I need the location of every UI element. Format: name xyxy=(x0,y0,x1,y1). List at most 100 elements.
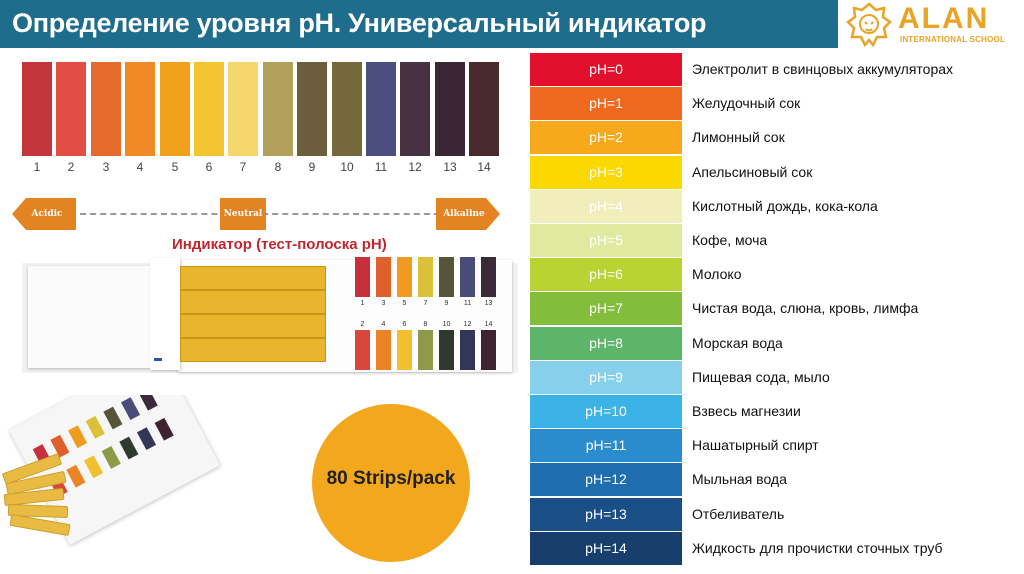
logo-wordmark: ALAN xyxy=(898,2,990,35)
chip-label: 1 xyxy=(33,160,41,174)
booklet-chip-label: 3 xyxy=(381,300,386,307)
chip-label: 14 xyxy=(477,160,491,174)
booklet-color-chip xyxy=(376,257,391,297)
school-logo: ALAN INTERNATIONAL SCHOOL xyxy=(842,2,1022,50)
color-chip xyxy=(435,62,465,156)
ph-row: pH=8 Морская вода xyxy=(530,327,1024,360)
booklet-color-chip xyxy=(460,257,475,297)
booklet-chip-label: 13 xyxy=(484,300,493,307)
ph-value-cell: pH=0 xyxy=(530,53,682,86)
acidic-arrow-label: Acidic xyxy=(12,198,76,230)
ph-row: pH=6 Молоко xyxy=(530,258,1024,291)
ph-description: Жидкость для прочистки сточных труб xyxy=(692,540,943,556)
ph-description: Кислотный дождь, кока-кола xyxy=(692,198,878,214)
indicator-caption: Индикатор (тест-полоска рН) xyxy=(172,236,387,253)
fanned-strips-image xyxy=(0,395,230,574)
fan-color-chip xyxy=(154,417,174,441)
color-chip xyxy=(469,62,499,156)
ph-description: Мыльная вода xyxy=(692,471,787,487)
ph-description: Электролит в свинцовых аккумуляторах xyxy=(692,61,954,77)
booklet-chip-label: 14 xyxy=(484,321,493,328)
booklet-chip-label: 1 xyxy=(360,300,365,307)
ph-row: pH=5 Кофе, моча xyxy=(530,224,1024,257)
test-strip xyxy=(180,314,326,338)
strips-per-pack-badge xyxy=(312,404,470,562)
title-bar: Определение уровня рН. Универсальный инд… xyxy=(0,0,838,48)
ph-description: Морская вода xyxy=(692,335,783,351)
lion-logo-icon xyxy=(846,2,892,48)
color-chip xyxy=(56,62,86,156)
ph-value-cell: pH=6 xyxy=(530,258,682,291)
ph-row: pH=2 Лимонный сок xyxy=(530,121,1024,154)
ph-value-cell: pH=11 xyxy=(530,429,682,462)
logo-subtitle: INTERNATIONAL SCHOOL xyxy=(900,35,1006,44)
booklet-chip-label: 9 xyxy=(444,300,449,307)
chip-label: 2 xyxy=(67,160,75,174)
booklet-color-chip xyxy=(481,257,496,297)
ph-value-cell: pH=12 xyxy=(530,463,682,496)
fan-color-chip xyxy=(138,395,158,411)
booklet-chip-label: 8 xyxy=(423,321,428,328)
color-chip xyxy=(22,62,52,156)
ph-description: Пищевая сода, мыло xyxy=(692,369,830,385)
ph-value-cell: pH=2 xyxy=(530,121,682,154)
chip-label: 8 xyxy=(274,160,282,174)
chip-label: 3 xyxy=(102,160,110,174)
chip-label: 5 xyxy=(171,160,179,174)
ph-row: pH=0 Электролит в свинцовых аккумуляторах xyxy=(530,53,1024,86)
fan-color-chip xyxy=(83,455,104,479)
fan-color-chip xyxy=(85,415,105,439)
ph-value-cell: pH=1 xyxy=(530,87,682,120)
ph-row: pH=1 Желудочный сок xyxy=(530,87,1024,120)
color-chip xyxy=(125,62,155,156)
booklet-color-chip xyxy=(439,257,454,297)
alkaline-arrow-label: Alkaline xyxy=(436,198,500,230)
test-strip xyxy=(180,290,326,314)
ph-description: Кофе, моча xyxy=(692,232,768,248)
ph-description: Нашатырный спирт xyxy=(692,437,819,453)
fan-color-chip xyxy=(136,427,157,451)
ph-value-cell: pH=5 xyxy=(530,224,682,257)
color-chip xyxy=(366,62,396,156)
ph-row: pH=9 Пищевая сода, мыло xyxy=(530,361,1024,394)
booklet-chip-label: 6 xyxy=(402,321,407,328)
booklet-color-chip xyxy=(481,330,496,370)
color-chip xyxy=(228,62,258,156)
ph-row: pH=11 Нашатырный спирт xyxy=(530,429,1024,462)
ph-value-cell: pH=13 xyxy=(530,498,682,531)
color-chip xyxy=(332,62,362,156)
fan-color-chip xyxy=(103,406,123,430)
ph-description: Взвесь магнезии xyxy=(692,403,801,419)
ph-description: Лимонный сок xyxy=(692,129,785,145)
ph-value-cell: pH=4 xyxy=(530,190,682,223)
color-chip xyxy=(194,62,224,156)
chip-label: 13 xyxy=(443,160,457,174)
ph-value-cell: pH=9 xyxy=(530,361,682,394)
ph-description: Апельсиновый сок xyxy=(692,164,813,180)
booklet-color-chip xyxy=(397,257,412,297)
booklet-color-chip xyxy=(355,257,370,297)
booklet-color-chip xyxy=(439,330,454,370)
ph-value-cell: pH=8 xyxy=(530,327,682,360)
strips-per-pack-text: 80 Strips/pack xyxy=(326,468,456,489)
booklet-chip-label: 7 xyxy=(423,300,428,307)
fan-color-chip xyxy=(119,436,139,460)
chip-label: 6 xyxy=(205,160,213,174)
ph-description: Чистая вода, слюна, кровь, лимфа xyxy=(692,300,919,316)
chip-label: 4 xyxy=(136,160,144,174)
color-chip xyxy=(297,62,327,156)
booklet-color-chip xyxy=(418,330,433,370)
booklet-chip-label: 12 xyxy=(463,321,472,328)
ph-row: pH=7 Чистая вода, слюна, кровь, лимфа xyxy=(530,292,1024,325)
ph-description: Желудочный сок xyxy=(692,95,801,111)
booklet-chip-label: 10 xyxy=(442,321,451,328)
color-chip xyxy=(263,62,293,156)
chip-label: 7 xyxy=(239,160,247,174)
ph-description: Отбеливатель xyxy=(692,506,785,522)
chip-label: 10 xyxy=(340,160,354,174)
booklet-color-chip xyxy=(397,330,412,370)
page-title: Определение уровня рН. Универсальный инд… xyxy=(12,8,707,38)
test-strip xyxy=(180,338,326,362)
booklet-chip-label: 5 xyxy=(402,300,407,307)
ph-value-cell: pH=7 xyxy=(530,292,682,325)
